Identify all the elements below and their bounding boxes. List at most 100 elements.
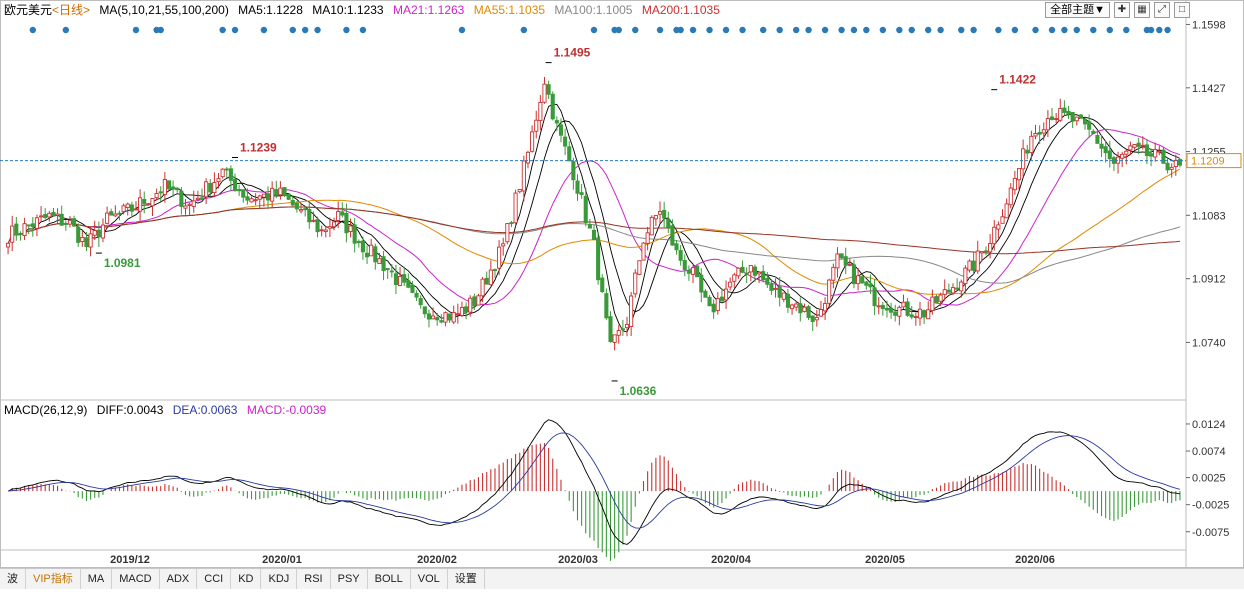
candle-body-27 <box>117 212 122 215</box>
candle-261 <box>1082 117 1088 130</box>
signal-dot-7 <box>260 26 268 34</box>
candle-body-147 <box>612 334 617 343</box>
toolbar-item-0[interactable]: 波 <box>0 569 26 589</box>
ma-params-label[interactable]: MA(5,10,21,55,100,200) <box>99 3 229 17</box>
candle-body-104 <box>435 317 440 321</box>
candle-90 <box>377 252 382 264</box>
candle-body-238 <box>988 243 993 253</box>
candle-245 <box>1016 168 1022 190</box>
candle-body-211 <box>876 305 881 308</box>
candle-body-12 <box>55 213 60 216</box>
toolbar-item-7[interactable]: KDJ <box>261 569 298 589</box>
candle-body-248 <box>1029 135 1034 154</box>
candle-body-226 <box>938 294 943 302</box>
candle-102 <box>426 309 431 328</box>
toolbar-item-10[interactable]: BOLL <box>368 569 411 589</box>
toolbar-item-11[interactable]: VOL <box>411 569 448 589</box>
candle-body-87 <box>365 252 370 258</box>
candle-body-190 <box>790 304 795 310</box>
price-tick-3: 1.1083 <box>1192 210 1226 222</box>
candle-191 <box>794 301 799 312</box>
theme-dropdown[interactable]: 全部主题▼ <box>1045 2 1110 18</box>
candle-body-141 <box>587 224 592 229</box>
candle-body-123 <box>513 192 518 224</box>
candle-series[interactable] <box>6 76 1182 351</box>
candle-body-111 <box>464 306 469 313</box>
candle-165 <box>686 265 691 281</box>
candle-body-208 <box>864 281 869 286</box>
fullscreen-icon[interactable]: □ <box>1174 2 1190 18</box>
candle-body-16 <box>72 218 77 227</box>
current-price-label: 1.1209 <box>1191 156 1225 168</box>
candle-38 <box>162 172 167 203</box>
signal-dot-51 <box>1147 26 1155 34</box>
candle-body-163 <box>678 250 683 261</box>
period-selector[interactable]: <日线> <box>52 3 91 17</box>
signal-dot-9 <box>301 26 309 34</box>
candle-47 <box>199 188 205 200</box>
candle-113 <box>472 293 477 311</box>
candle-3 <box>18 231 23 241</box>
candle-body-30 <box>129 204 134 212</box>
candle-body-101 <box>422 306 427 315</box>
candle-145 <box>604 288 609 320</box>
candle-283 <box>1173 154 1178 176</box>
toolbar-item-2[interactable]: MA <box>81 569 113 589</box>
candle-body-232 <box>963 267 968 285</box>
candle-70 <box>294 200 299 213</box>
toolbar-item-9[interactable]: PSY <box>331 569 368 589</box>
candle-body-96 <box>402 274 407 283</box>
candle-body-29 <box>125 203 130 208</box>
crosshair-icon[interactable]: ✚ <box>1114 2 1130 18</box>
candle-body-15 <box>67 219 73 225</box>
expand-icon[interactable]: ⤢ <box>1154 2 1170 18</box>
candle-body-262 <box>1087 121 1092 130</box>
price-tick-0: 1.1598 <box>1192 19 1226 31</box>
candle-body-75 <box>315 219 320 233</box>
candle-146 <box>608 311 613 343</box>
candle-67 <box>282 187 287 197</box>
toolbar-item-6[interactable]: KD <box>231 569 262 589</box>
candle-85 <box>356 239 361 248</box>
candle-24 <box>105 206 110 224</box>
toolbar-item-12[interactable]: 设置 <box>448 569 485 589</box>
toolbar-item-8[interactable]: RSI <box>297 569 331 589</box>
candle-body-247 <box>1025 149 1030 154</box>
signal-dot-5 <box>219 26 226 34</box>
candle-33 <box>142 191 147 214</box>
candle-192 <box>798 297 803 322</box>
candle-251 <box>1041 122 1046 141</box>
candle-body-174 <box>723 288 729 301</box>
candle-126 <box>525 150 531 169</box>
candle-99 <box>414 290 419 301</box>
candle-273 <box>1132 144 1137 150</box>
candle-158 <box>657 201 663 224</box>
candle-body-105 <box>439 320 444 323</box>
toolbar-item-1[interactable]: VIP指标 <box>26 569 81 589</box>
candle-14 <box>63 220 68 231</box>
candle-274 <box>1136 137 1141 155</box>
candle-7 <box>34 214 39 237</box>
candle-221 <box>917 301 923 326</box>
toolbar-item-3[interactable]: MACD <box>112 569 160 589</box>
candle-93 <box>389 264 394 278</box>
candle-body-274 <box>1136 142 1141 147</box>
candle-body-72 <box>303 208 308 211</box>
candle-183 <box>761 265 766 283</box>
candle-242 <box>1004 198 1009 219</box>
candle-51 <box>216 172 221 189</box>
candle-247 <box>1025 144 1030 160</box>
candle-30 <box>129 201 134 218</box>
candle-body-235 <box>975 250 980 272</box>
candle-243 <box>1008 183 1013 209</box>
candle-240 <box>996 221 1001 239</box>
toolbar-item-4[interactable]: ADX <box>160 569 198 589</box>
signal-dot-40 <box>970 26 977 34</box>
signal-dot-12 <box>359 26 367 34</box>
grid-icon[interactable]: ▦ <box>1134 2 1150 18</box>
candle-body-78 <box>327 226 332 229</box>
candle-body-159 <box>662 209 667 219</box>
toolbar-item-5[interactable]: CCI <box>197 569 232 589</box>
candle-body-115 <box>480 278 485 297</box>
candle-124 <box>517 189 522 194</box>
